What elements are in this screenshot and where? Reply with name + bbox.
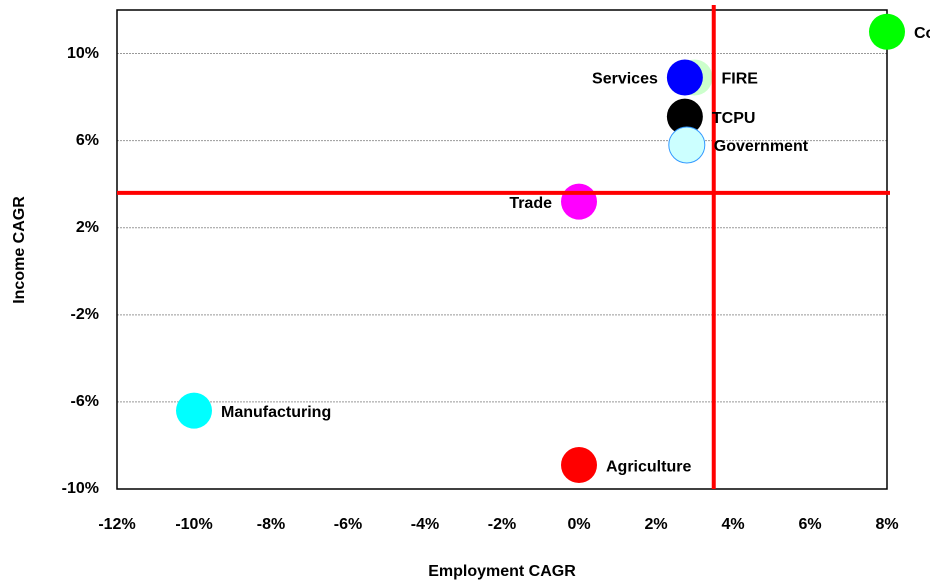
x-tick-label: -10% (175, 516, 212, 533)
data-point (561, 183, 597, 220)
y-tick-label: 6% (76, 132, 99, 149)
y-tick-label: -6% (71, 393, 99, 410)
x-tick-label: 0% (567, 516, 590, 533)
point-label: Government (714, 138, 809, 155)
data-point (666, 98, 703, 135)
x-tick-label: -6% (334, 516, 362, 533)
y-tick-label: 2% (76, 219, 99, 236)
x-axis-title: Employment CAGR (428, 563, 576, 580)
point-label: Manufacturing (221, 404, 331, 421)
data-point (176, 392, 212, 429)
x-tick-label: 8% (875, 516, 898, 533)
x-tick-label: -8% (257, 516, 285, 533)
y-axis-title: Income CAGR (11, 196, 28, 304)
x-tick-label: -12% (98, 516, 135, 533)
x-tick-label: -4% (411, 516, 439, 533)
point-label: TCPU (712, 110, 756, 127)
y-tick-label: 10% (67, 45, 99, 62)
point-label: FIRE (722, 71, 759, 88)
point-label: Services (592, 71, 658, 88)
data-point (668, 126, 706, 164)
point-label: Construction (914, 25, 930, 42)
x-tick-label: 6% (798, 516, 821, 533)
y-tick-label: -2% (71, 306, 99, 323)
x-tick-label: -2% (488, 516, 516, 533)
point-label: Agriculture (606, 458, 691, 475)
x-tick-label: 2% (644, 516, 667, 533)
point-label: Trade (509, 195, 552, 212)
data-point (666, 59, 703, 96)
plot-area (116, 9, 888, 490)
data-point (561, 447, 597, 484)
x-tick-label: 4% (721, 516, 744, 533)
data-point (869, 13, 905, 50)
y-tick-label: -10% (62, 480, 99, 497)
